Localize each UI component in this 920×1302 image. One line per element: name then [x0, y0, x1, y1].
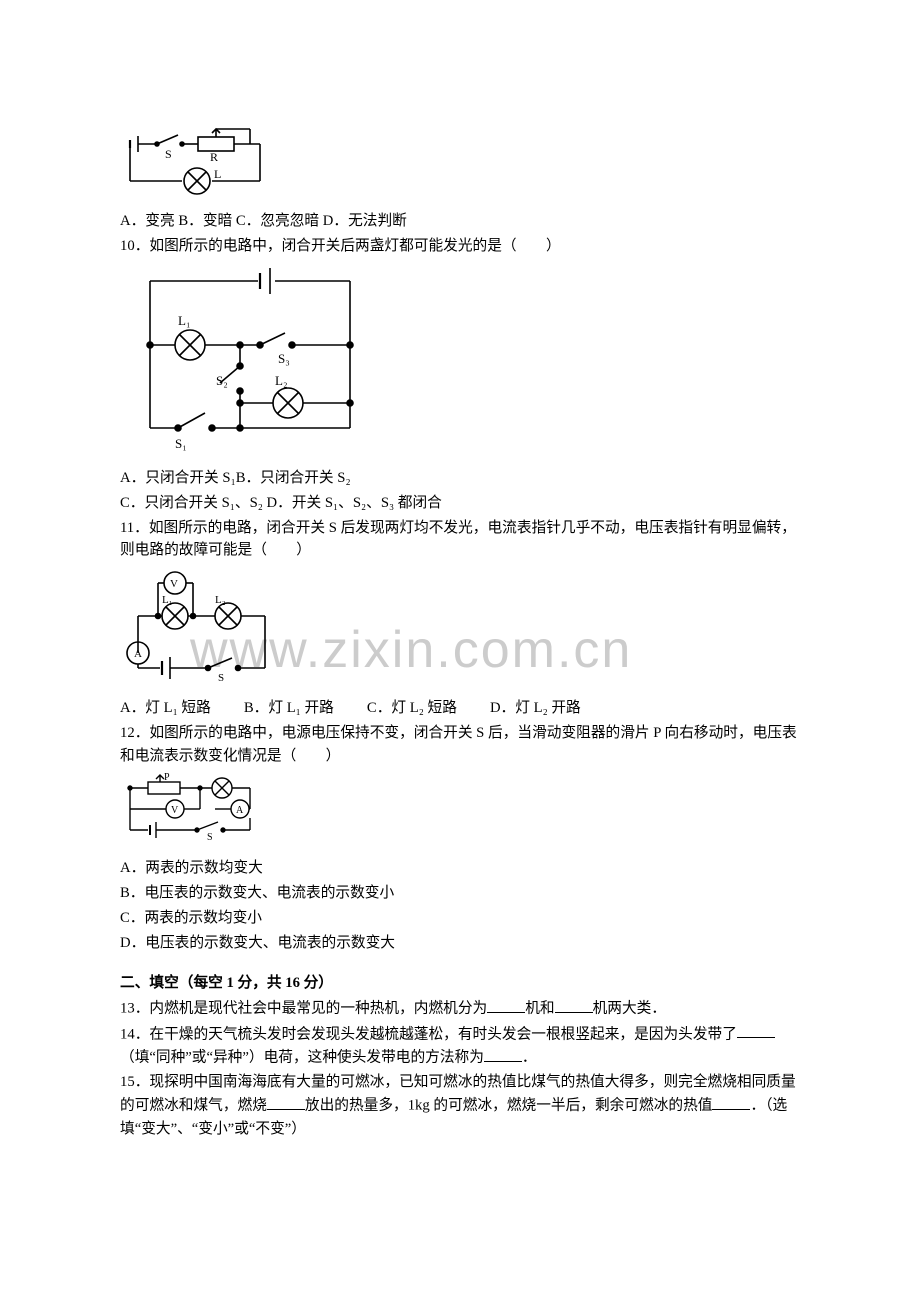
q13-text: 13．内燃机是现代社会中最常见的一种热机，内燃机分为 机和 机两大类． — [120, 997, 800, 1020]
svg-text:A: A — [134, 648, 142, 660]
q13-blank1[interactable] — [487, 997, 525, 1013]
svg-text:L₁: L₁ — [178, 313, 190, 328]
q15-blank2[interactable] — [712, 1094, 750, 1110]
q14-blank2[interactable] — [484, 1046, 522, 1062]
q12-stem: 12．如图所示的电路中，电源电压保持不变，闭合开关 S 后，当滑动变阻器的滑片 … — [120, 722, 800, 768]
q15-text: 15．现探明中国南海海底有大量的可燃冰，已知可燃冰的热值比煤气的热值大得多，则完… — [120, 1071, 800, 1140]
svg-text:P: P — [164, 773, 170, 783]
q11-choices: A．灯 L₁ 短路 B．灯 L₁ 开路 C．灯 L₂ 短路 D．灯 L₂ 开路 — [120, 697, 800, 720]
svg-text:S₁: S₁ — [175, 436, 187, 451]
q10-choice-b: B．只闭合开关 S₂ — [236, 470, 351, 486]
svg-text:L₂: L₂ — [275, 373, 287, 388]
q14-post: ． — [522, 1050, 537, 1066]
q13-pre: 13．内燃机是现代社会中最常见的一种热机，内燃机分为 — [120, 1001, 487, 1017]
q10-choice-d: D．开关 S₁、S₂、S₃ 都闭合 — [267, 495, 442, 511]
svg-text:L₂: L₂ — [215, 594, 226, 606]
q9-circuit-diagram: S R L — [120, 126, 800, 204]
q13-post: 机两大类． — [593, 1001, 666, 1017]
section2-heading: 二、填空（每空 1 分，共 16 分） — [120, 972, 800, 995]
svg-text:V: V — [170, 578, 178, 590]
svg-text:S: S — [207, 832, 213, 843]
q11-choice-d: D．灯 L₂ 开路 — [490, 700, 581, 716]
q12-choice-c: C．两表的示数均变小 — [120, 907, 800, 930]
q11-choice-c: C．灯 L₂ 短路 — [367, 700, 457, 716]
q11-choice-b: B．灯 L₁ 开路 — [244, 700, 334, 716]
svg-text:S₃: S₃ — [278, 351, 290, 366]
svg-text:L₁: L₁ — [162, 594, 173, 606]
q13-mid: 机和 — [525, 1001, 554, 1017]
q10-circuit-diagram: L₁ S₃ S₂ L₂ S₁ — [120, 263, 800, 461]
q12-choice-d: D．电压表的示数变大、电流表的示数变大 — [120, 932, 800, 955]
svg-text:S: S — [165, 147, 172, 161]
q11-choice-a: A．灯 L₁ 短路 — [120, 700, 211, 716]
q11-stem: 11．如图所示的电路，闭合开关 S 后发现两灯均不发光，电流表指针几乎不动，电压… — [120, 517, 800, 563]
svg-text:R: R — [210, 150, 218, 164]
q10-choice-c: C．只闭合开关 S₁、S₂ — [120, 495, 267, 511]
q14-text: 14．在干燥的天气梳头发时会发现头发越梳越蓬松，有时头发会一根根竖起来，是因为头… — [120, 1023, 800, 1070]
q9-choices: A．变亮 B．变暗 C．忽亮忽暗 D．无法判断 — [120, 210, 800, 233]
q12-circuit-diagram: P V A S — [120, 773, 800, 851]
q10-choice-ab: A．只闭合开关 S₁B．只闭合开关 S₂ — [120, 467, 800, 490]
q10-choice-cd: C．只闭合开关 S₁、S₂ D．开关 S₁、S₂、S₃ 都闭合 — [120, 492, 800, 515]
q10-stem: 10．如图所示的电路中，闭合开关后两盏灯都可能发光的是（ ） — [120, 235, 800, 258]
q11-circuit-diagram: V L₁ L₂ A S — [120, 568, 800, 691]
q14-pre: 14．在干燥的天气梳头发时会发现头发越梳越蓬松，有时头发会一根根竖起来，是因为头… — [120, 1026, 737, 1042]
q10-choice-a: A．只闭合开关 S₁ — [120, 470, 236, 486]
svg-text:S₂: S₂ — [216, 373, 228, 388]
q12-choice-b: B．电压表的示数变大、电流表的示数变小 — [120, 882, 800, 905]
q12-choice-a: A．两表的示数均变大 — [120, 857, 800, 880]
svg-text:A: A — [236, 805, 244, 816]
svg-text:L: L — [214, 167, 221, 181]
q14-blank1[interactable] — [737, 1023, 775, 1039]
q14-mid: （填“同种”或“异种”）电荷，这种使头发带电的方法称为 — [120, 1050, 484, 1066]
q15-mid: 放出的热量多，1kg 的可燃冰，燃烧一半后，剩余可燃冰的热值 — [305, 1098, 713, 1114]
q15-blank1[interactable] — [267, 1094, 305, 1110]
svg-text:S: S — [218, 672, 224, 683]
q13-blank2[interactable] — [555, 997, 593, 1013]
svg-text:V: V — [171, 805, 179, 816]
